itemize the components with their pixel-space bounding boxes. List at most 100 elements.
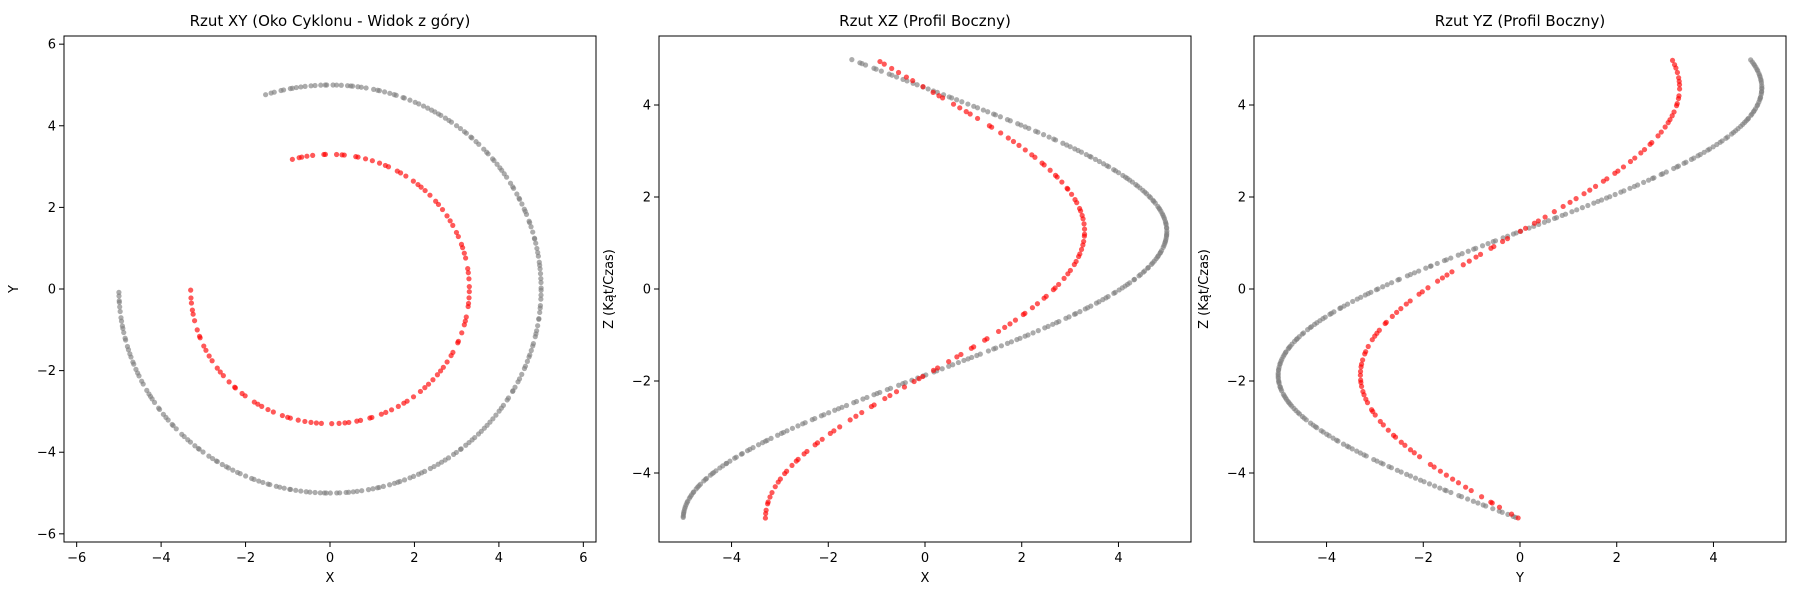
xz-data-point [1004,340,1011,346]
yz-data-point [1396,276,1402,282]
xz-data-point [930,89,936,95]
yz-data-point [1669,57,1676,64]
xy-data-point [530,341,537,347]
xz-data-point [877,389,883,396]
xy-data-point [206,353,212,359]
xy-data-point [140,381,146,387]
xy-data-point [519,201,525,207]
xy-data-point [453,449,459,456]
xz-data-point [1081,231,1088,237]
xy-data-point [191,318,198,324]
xy-data-point [422,385,428,391]
yz-data-point [1360,357,1366,363]
xy-x-ticks: −6 −4 −2 0 2 4 6 [67,542,587,566]
yz-data-point [1357,368,1364,375]
xz-ylabel: Z (Kąt/Czas) [602,249,617,329]
yz-data-point [1459,251,1465,257]
yz-data-point [1485,241,1491,247]
yz-data-point [1358,377,1364,383]
xz-data-point [911,378,917,385]
yz-y-tick-label: 4 [1238,99,1246,114]
xy-data-point [298,488,304,494]
xy-data-point [260,479,266,486]
xz-data-point [961,357,967,364]
yz-data-point [1655,133,1661,139]
xz-data-point [1007,321,1013,327]
xy-data-point [232,385,238,391]
xz-data-point [853,413,859,419]
yz-data-point [1479,243,1486,249]
xy-data-point [336,420,342,426]
yz-data-point [1380,422,1386,428]
xy-data-point [288,486,294,493]
xy-data-point [490,156,496,162]
xz-data-point [1008,339,1015,345]
yz-data-point [1386,463,1392,470]
yz-data-point [1531,220,1538,226]
xz-data-point [1112,289,1118,296]
xz-data-point [877,58,883,65]
xy-data-point [217,369,223,375]
xy-data-point [383,409,389,415]
xy-data-point [397,478,403,485]
yz-data-point [1542,214,1548,220]
xz-data-point [860,396,866,402]
yz-data-point [1674,69,1680,76]
yz-data-point [1350,298,1356,305]
xy-data-point [533,240,539,246]
yz-data-point [1513,230,1519,236]
yz-x-tick-label: −2 [1414,551,1433,566]
yz-data-point [1383,319,1389,325]
xy-data-point [417,388,424,395]
xz-data-point [946,363,952,369]
yz-data-point [1496,508,1502,514]
xz-data-point [1046,134,1052,140]
yz-data-point [1300,330,1307,336]
xy-data-point [287,415,293,421]
xy-data-point [255,401,261,407]
yz-data-point [1434,278,1441,284]
xy-data-point [196,446,202,452]
xy-data-point [125,347,132,353]
xz-x-tick-label: −4 [722,551,741,566]
xz-data-point [1092,156,1099,162]
xy-data-point [295,417,301,423]
xz-data-point [904,78,910,84]
xz-data-point [893,74,900,80]
xz-xlabel: X [921,571,930,586]
xy-data-point [534,245,540,252]
yz-points [1275,57,1765,521]
xy-data-point [289,156,295,162]
xz-y-tick-label: −4 [632,467,651,482]
xz-y-tick-label: 4 [643,99,651,114]
yz-data-point [1560,203,1566,210]
xz-data-point [991,111,997,117]
yz-data-point [1562,211,1569,217]
xy-x-tick-label: −4 [152,551,171,566]
xy-data-point [494,161,500,167]
xz-data-point [955,359,962,366]
xy-data-point [200,449,206,455]
xz-points [680,57,1170,521]
xz-data-point [1083,151,1089,158]
xz-data-point [998,130,1004,136]
xy-data-point [538,285,544,291]
yz-data-point [1671,62,1678,68]
xy-data-point [354,488,360,494]
xz-data-point [789,425,796,431]
xy-data-point [381,89,388,95]
xy-data-point [242,393,248,399]
xy-x-tick-label: 6 [579,551,587,566]
xy-data-point [461,250,467,256]
xy-data-point [209,455,216,462]
xy-data-point [267,481,273,488]
yz-data-point [1412,475,1419,481]
yz-data-point [1579,205,1585,211]
xy-data-point [514,191,520,197]
xz-data-point [1012,317,1019,323]
xy-data-point [322,82,328,88]
xy-y-tick-label: −6 [37,527,56,542]
yz-data-point [1403,301,1409,307]
